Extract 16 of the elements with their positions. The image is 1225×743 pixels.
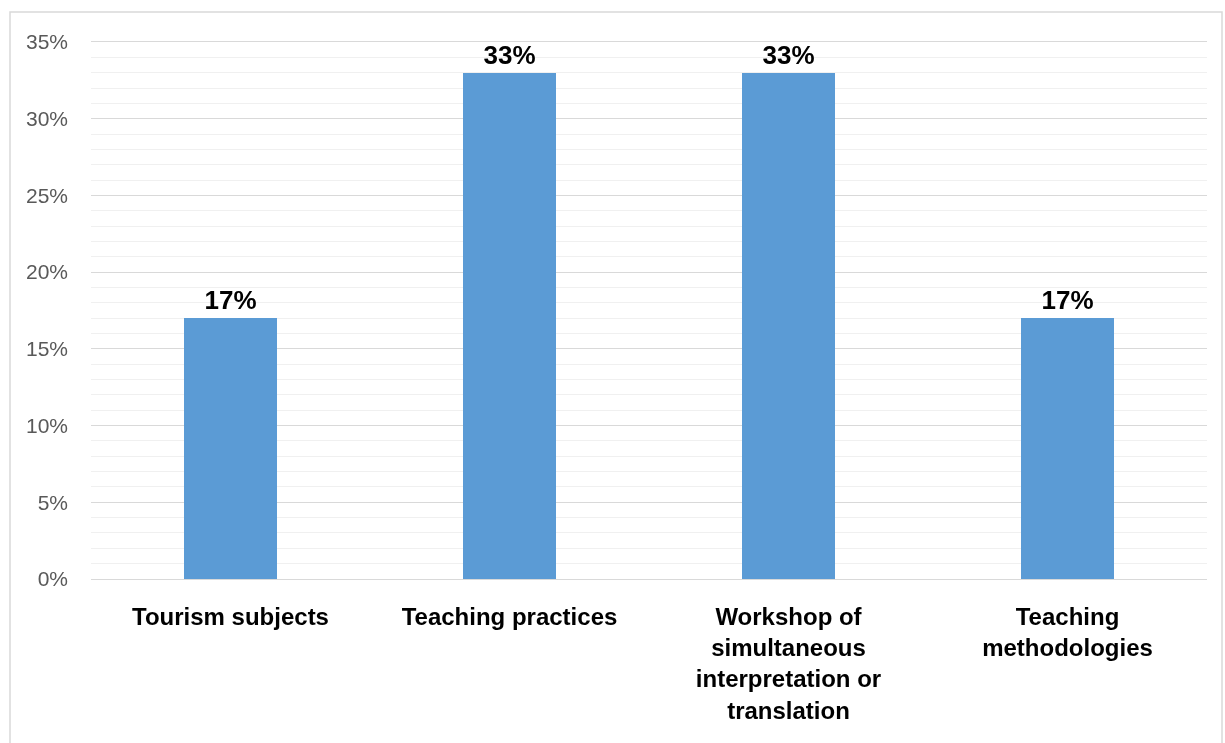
data-label: 17% bbox=[204, 285, 257, 315]
y-tick-label: 25% bbox=[25, 183, 68, 207]
y-tick-label: 0% bbox=[37, 567, 68, 591]
y-tick-label: 35% bbox=[25, 30, 68, 54]
y-tick-label: 15% bbox=[25, 337, 68, 361]
data-label: 33% bbox=[483, 40, 536, 70]
data-label: 17% bbox=[1041, 285, 1094, 315]
x-tick-label: Tourism subjects bbox=[132, 602, 329, 630]
data-label: 33% bbox=[762, 40, 815, 70]
y-tick-label: 30% bbox=[25, 107, 68, 131]
y-tick-label: 10% bbox=[25, 413, 68, 437]
x-tick-label: Teaching methodologies bbox=[982, 602, 1153, 662]
x-tick-label: Teaching practices bbox=[401, 602, 618, 630]
x-tick-label: Workshop of simultaneous interpretation or translation bbox=[695, 602, 882, 724]
y-tick-label: 20% bbox=[25, 260, 68, 284]
y-tick-label: 5% bbox=[37, 490, 68, 514]
